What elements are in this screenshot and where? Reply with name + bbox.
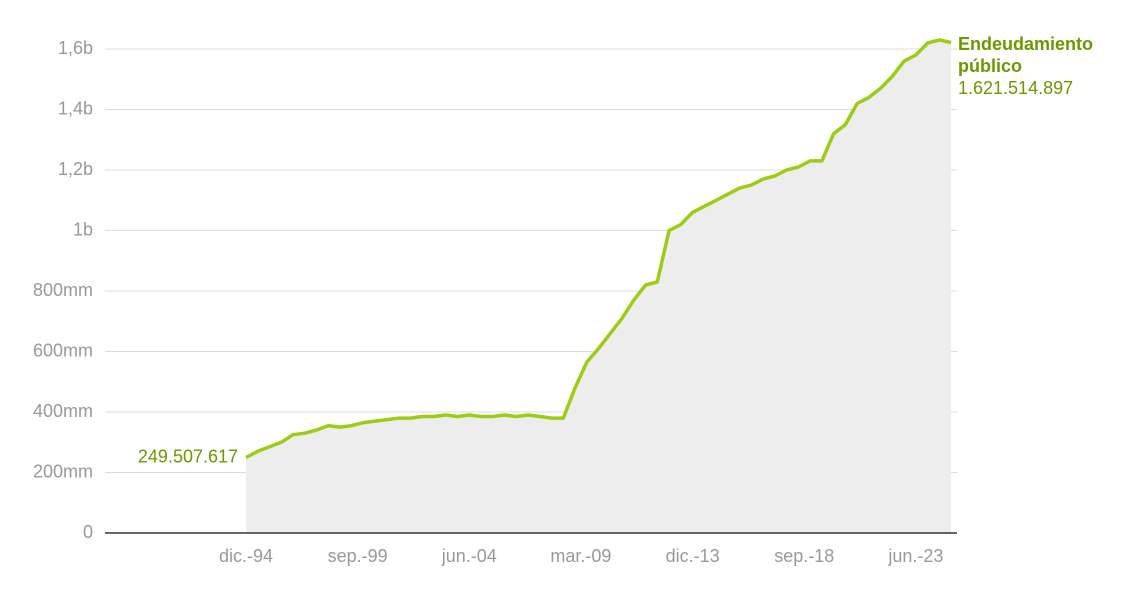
- x-tick-label: jun.-23: [887, 546, 943, 566]
- line: [245, 38, 952, 460]
- y-tick-label: 400mm: [33, 401, 93, 421]
- y-tick-label: 1,4b: [58, 98, 93, 118]
- y-tick-label: 200mm: [33, 461, 93, 481]
- y-tick-label: 1b: [73, 219, 93, 239]
- series-name: Endeudamiento público: [958, 34, 1094, 76]
- x-tick-label: jun.-04: [441, 546, 497, 566]
- x-tick-label: dic.-94: [219, 546, 273, 566]
- start-value-label: 249.507.617: [138, 446, 238, 466]
- x-tick-label: mar.-09: [550, 546, 611, 566]
- end-label: Endeudamiento público 1.621.514.897: [958, 33, 1123, 99]
- y-tick-label: 600mm: [33, 340, 93, 360]
- y-tick-label: 800mm: [33, 280, 93, 300]
- area: [246, 39, 952, 534]
- x-tick-label: sep.-99: [328, 546, 388, 566]
- y-tick-label: 1,2b: [58, 159, 93, 179]
- y-tick-label: 1,6b: [58, 38, 93, 58]
- end-value-label: 1.621.514.897: [958, 78, 1074, 98]
- x-tick-label: sep.-18: [774, 546, 834, 566]
- y-tick-label: 0: [83, 522, 93, 542]
- x-tick-label: dic.-13: [666, 546, 720, 566]
